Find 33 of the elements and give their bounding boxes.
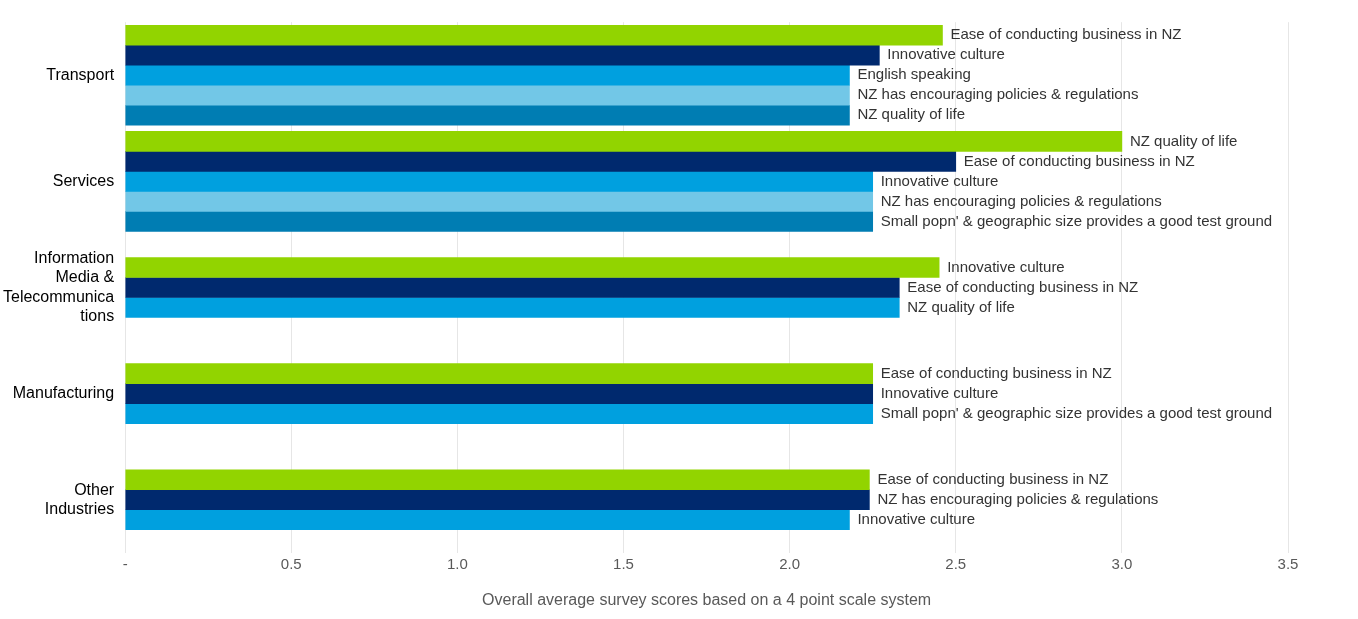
x-tick-label: 2.5 — [945, 554, 967, 572]
x-tick-label: 0.5 — [280, 554, 302, 572]
data-label: NZ quality of life — [907, 297, 1015, 315]
data-label: Innovative culture — [887, 45, 1005, 63]
y-tick-label: Manufacturing — [12, 384, 115, 402]
y-tick-label: Transport — [46, 65, 115, 83]
x-tick-label: 2.0 — [779, 554, 801, 572]
data-label: Ease of conducting business in NZ — [963, 151, 1195, 169]
data-label: NZ quality of life — [857, 105, 965, 123]
data-label: NZ quality of life — [1129, 131, 1238, 149]
data-label: Innovative culture — [947, 257, 1065, 275]
y-tick-label: Information Media & Telecommunications — [3, 249, 115, 324]
data-label: NZ has encouraging policies & regulations — [880, 191, 1162, 209]
data-label: Innovative culture — [857, 509, 976, 527]
x-tick-label: 1.5 — [613, 554, 634, 572]
y-tick-label: Services — [52, 171, 115, 189]
data-label: English speaking — [857, 65, 971, 83]
data-label: Ease of conducting business in NZ — [877, 469, 1109, 487]
x-tick-label: 3.0 — [1111, 554, 1133, 572]
data-label: Innovative culture — [880, 383, 999, 401]
data-label: Small popn' & geographic size provides a good test ground — [880, 211, 1273, 229]
data-label: Innovative culture — [880, 171, 999, 189]
data-label: NZ has encouraging policies & regulations — [877, 489, 1159, 507]
x-tick-label: 1.0 — [446, 554, 468, 572]
y-tick-label: Other Industries — [44, 480, 115, 517]
x-axis-title: Overall average survey scores based on a 4 point scale system — [482, 590, 932, 608]
data-label: Small popn' & geographic size provides a good test ground — [880, 403, 1273, 421]
x-tick-label: 3.5 — [1277, 554, 1299, 572]
data-label: Ease of conducting business in NZ — [950, 25, 1182, 43]
data-label: NZ has encouraging policies & regulations — [857, 85, 1139, 103]
data-label: Ease of conducting business in NZ — [907, 277, 1139, 295]
data-label: Ease of conducting business in NZ — [880, 363, 1112, 381]
x-tick-label: - — [122, 554, 128, 572]
